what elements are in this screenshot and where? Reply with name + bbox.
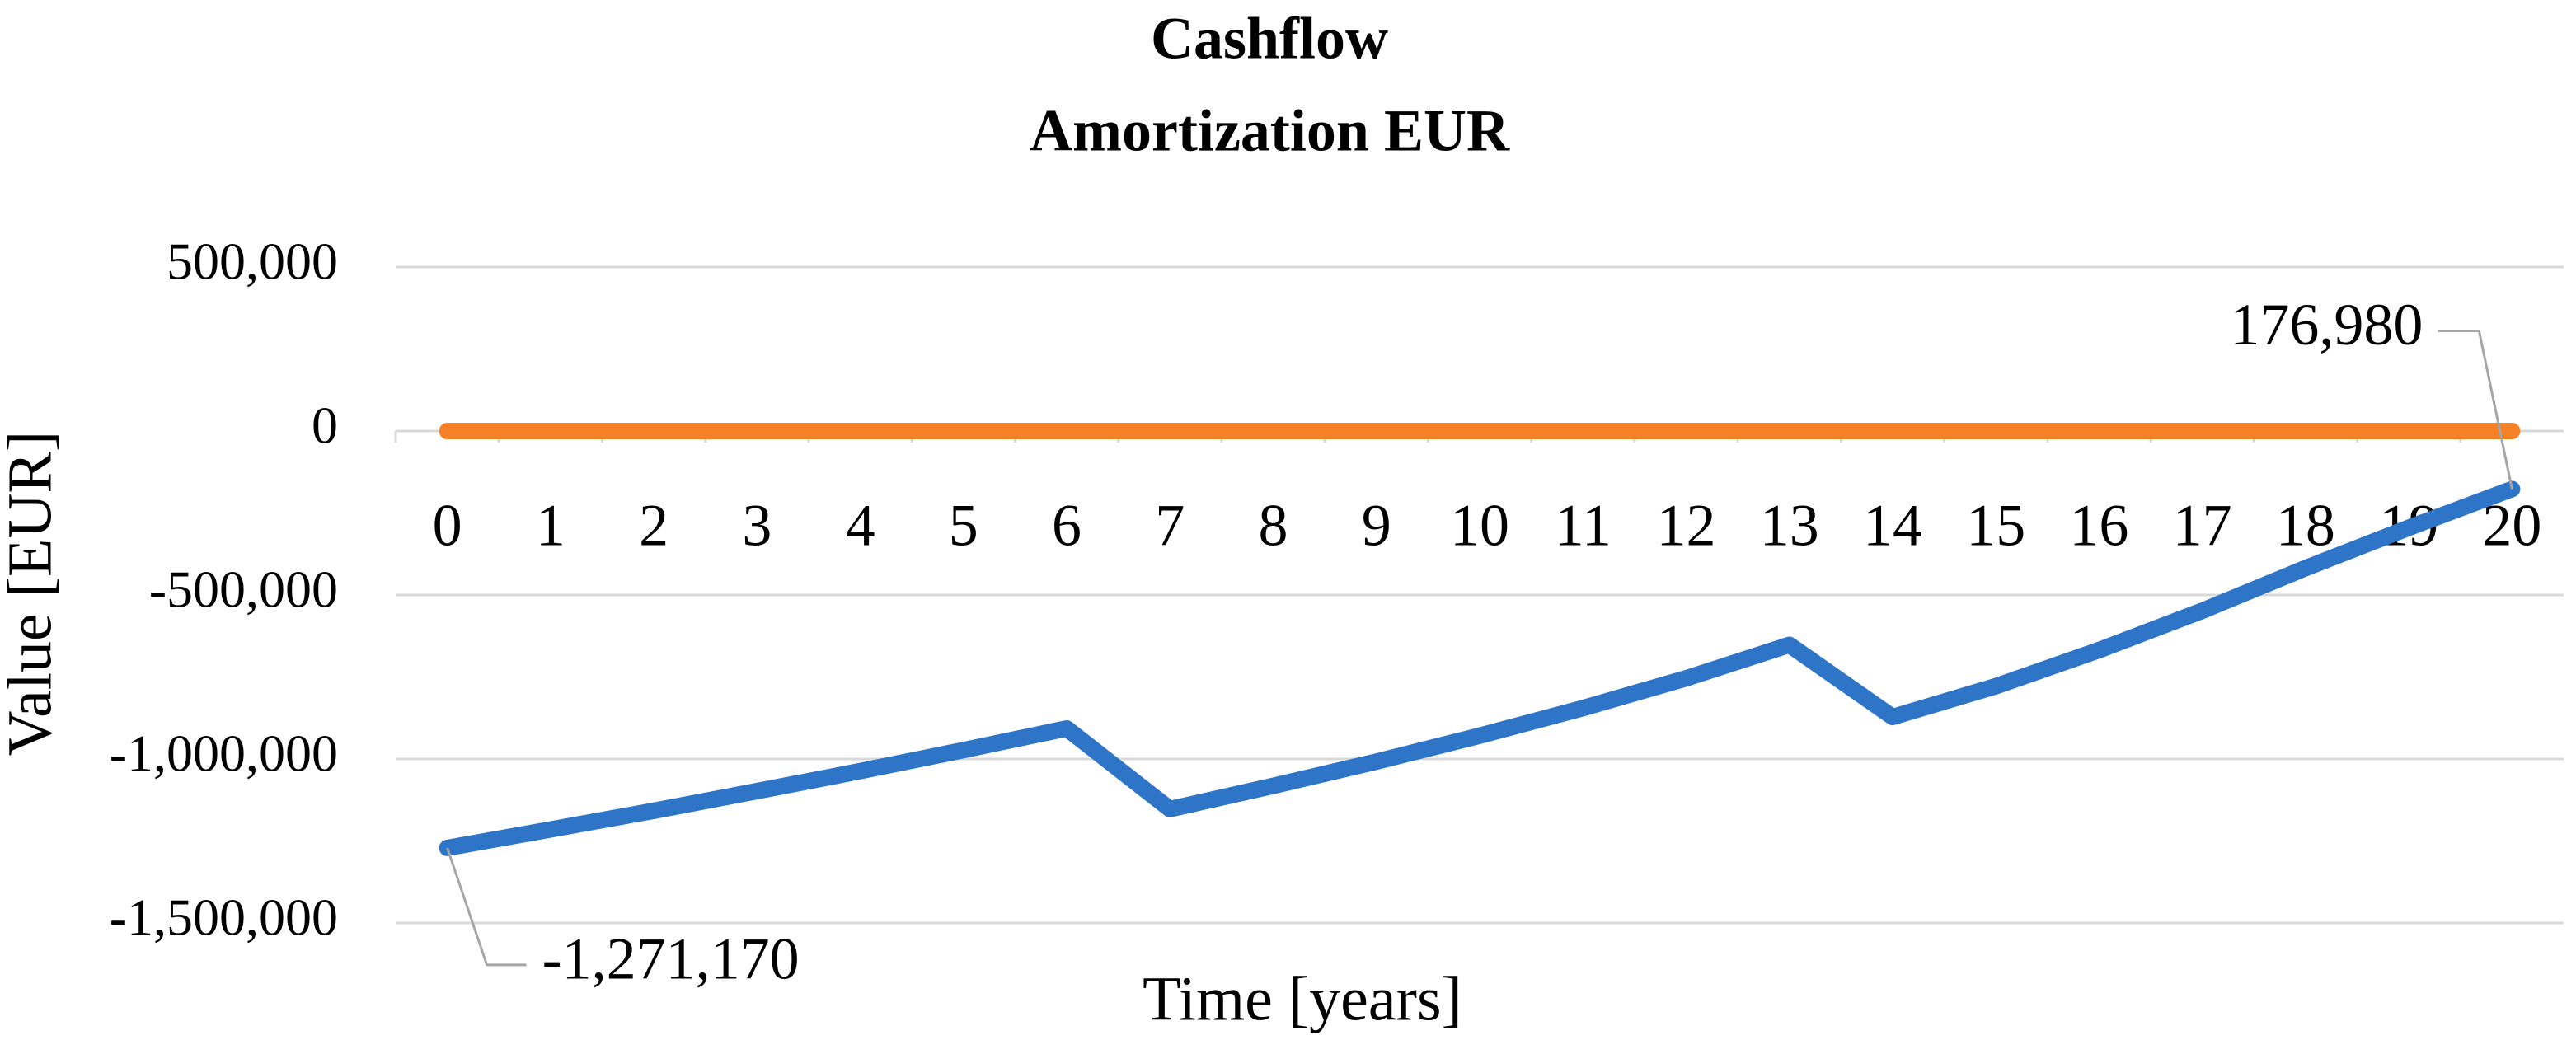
x-tick-label: 5 (949, 493, 978, 559)
y-tick-label: 500,000 (167, 232, 338, 291)
y-tick-label: -500,000 (149, 560, 338, 619)
x-tick-label: 10 (1450, 493, 1509, 559)
data-label: -1,271,170 (542, 925, 800, 991)
x-tick-label: 3 (742, 493, 772, 559)
chart-subtitle: Amortization EUR (1030, 98, 1510, 164)
x-tick-label: 2 (639, 493, 669, 559)
data-label: 176,980 (2230, 292, 2423, 358)
x-tick-label: 12 (1656, 493, 1715, 559)
x-tick-label: 1 (536, 493, 565, 559)
leader-line (446, 847, 527, 967)
y-axis-title: Value [EUR] (0, 431, 64, 757)
x-tick-label: 7 (1155, 493, 1185, 559)
x-tick-label: 15 (1966, 493, 2025, 559)
x-tick-label: 16 (2069, 493, 2128, 559)
chart-title: Cashflow (1151, 6, 1388, 72)
x-tick-label: 6 (1052, 493, 1082, 559)
x-tick-label: 14 (1863, 493, 1922, 559)
x-tick-label: 8 (1259, 493, 1288, 559)
x-tick-label: 17 (2173, 493, 2232, 559)
x-tick-label: 0 (433, 493, 462, 559)
x-tick-label: 9 (1362, 493, 1391, 559)
leader-line (2438, 329, 2513, 490)
y-tick-label: -1,500,000 (110, 888, 338, 947)
x-axis-title: Time [years] (1143, 964, 1462, 1033)
y-tick-label: -1,000,000 (110, 724, 338, 783)
data-line (439, 480, 2521, 856)
x-tick-label: 4 (846, 493, 875, 559)
x-tick-label: 13 (1760, 493, 1819, 559)
x-tick-label: 11 (1555, 493, 1612, 559)
y-tick-label: 0 (312, 396, 338, 455)
x-tick-label: 18 (2276, 493, 2335, 559)
